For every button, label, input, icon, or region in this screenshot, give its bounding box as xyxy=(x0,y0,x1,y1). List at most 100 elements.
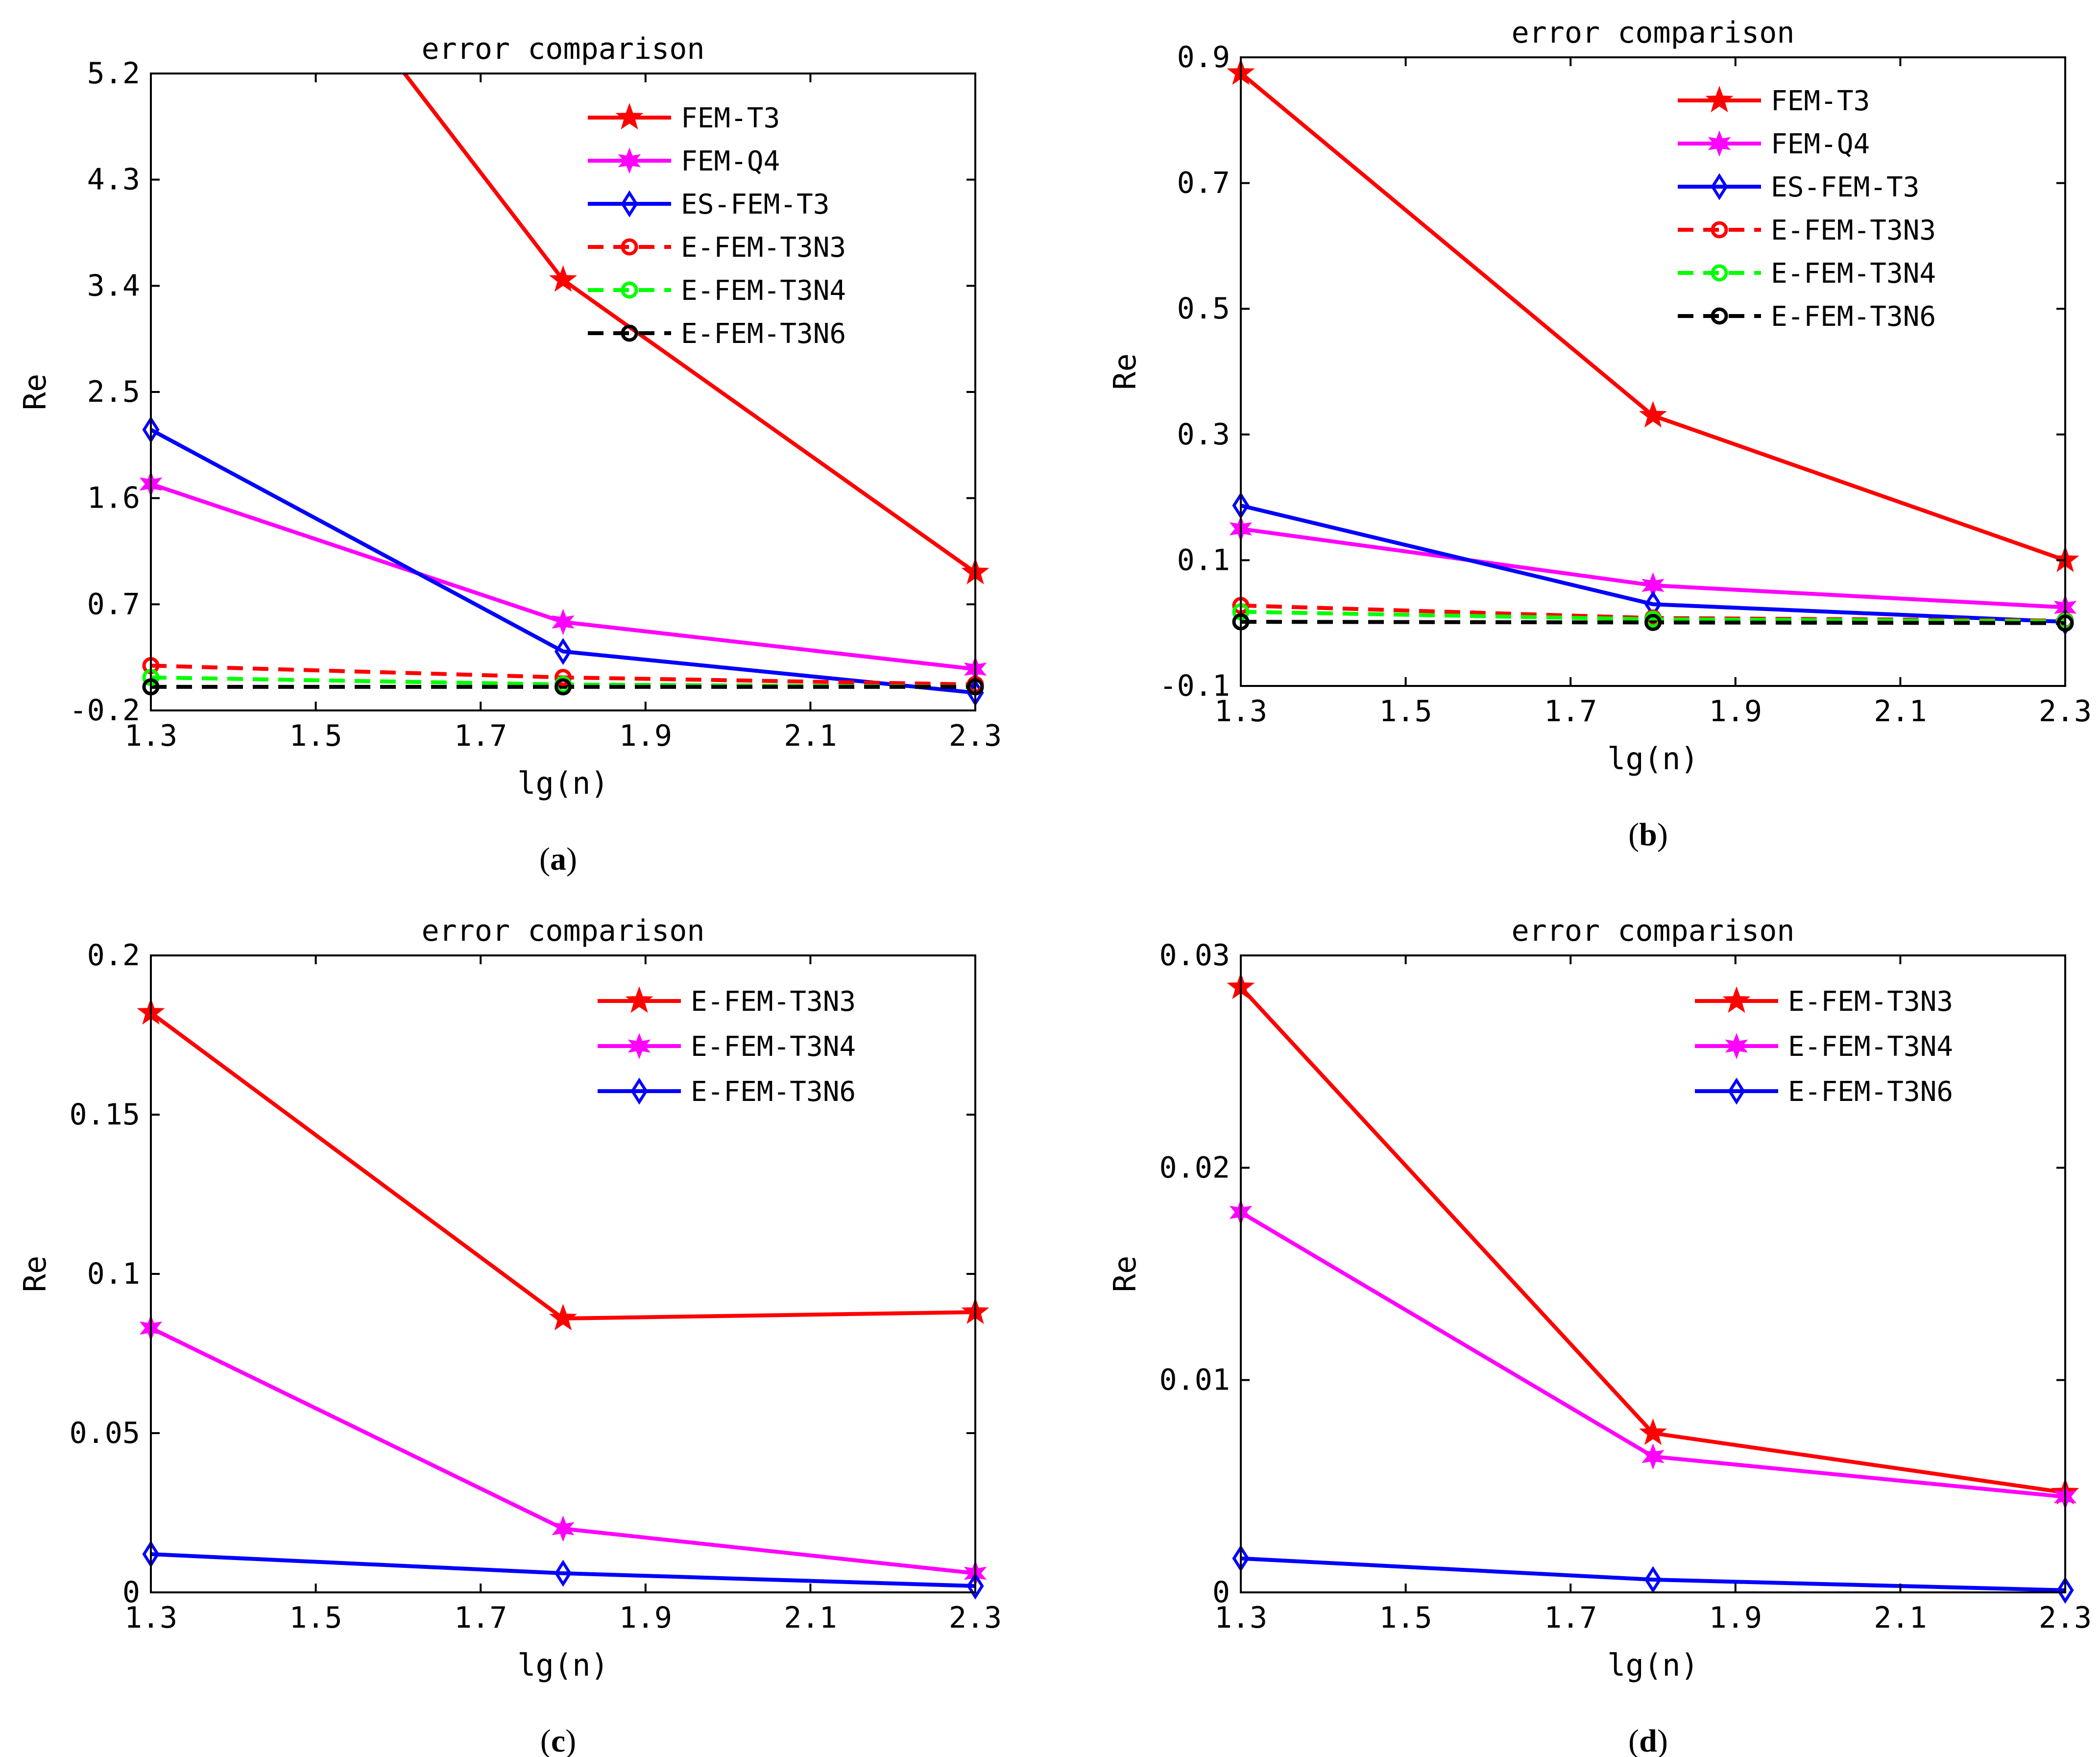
x-tick-label: 1.7 xyxy=(1544,1601,1597,1635)
y-tick-label: -0.1 xyxy=(1159,669,1231,703)
y-tick-label: 0.02 xyxy=(1159,1150,1231,1185)
legend-marker xyxy=(1728,1077,1745,1105)
panel-d-ticks: 1.3 1.5 1.7 1.9 2.1 2.3 0 0.01 0.02 0.03 xyxy=(1159,938,2092,1635)
panel-a-title: error comparison xyxy=(422,32,705,66)
x-tick-label: 2.3 xyxy=(2039,1601,2092,1635)
legend-entry: E-FEM-T3N3 xyxy=(1695,986,1953,1018)
legend-marker xyxy=(621,281,638,299)
data-point-e-fem-t3n6 xyxy=(2056,1577,2074,1604)
x-tick-label: 1.3 xyxy=(124,719,177,753)
y-tick-label: 0.15 xyxy=(70,1098,141,1132)
data-point-e-fem-t3n6 xyxy=(966,1572,984,1600)
data-point-fem-q4 xyxy=(1641,572,1665,599)
x-tick-label: 1.7 xyxy=(454,1601,507,1635)
series-line-e-fem-t3n6 xyxy=(1241,620,2065,625)
y-tick-label: 0.3 xyxy=(1177,417,1230,452)
data-point-e-fem-t3n6 xyxy=(1644,613,1662,631)
panel-b-caption: (b) xyxy=(1628,817,1668,853)
legend-marker xyxy=(1711,307,1728,325)
legend-entry: E-FEM-T3N6 xyxy=(1695,1076,1953,1108)
x-tick-label: 1.5 xyxy=(289,1601,342,1635)
x-tick-label: 2.3 xyxy=(949,719,1002,753)
panel-c-legend: E-FEM-T3N3 E-FEM-T3N4 E-FEM-T3N6 xyxy=(598,986,856,1108)
panel-c-caption-letter: c xyxy=(551,1723,565,1757)
legend-entry: FEM-T3 xyxy=(588,102,780,134)
x-tick-label: 2.3 xyxy=(2039,694,2092,729)
legend-marker xyxy=(1711,264,1728,282)
y-tick-label: 5.2 xyxy=(87,56,140,91)
panel-d-title: error comparison xyxy=(1512,914,1795,948)
panel-c-ticks: 1.3 1.5 1.7 1.9 2.1 2.3 0 0.05 0.1 0.15 0.2 xyxy=(70,938,1002,1635)
y-tick-label: 0.5 xyxy=(1177,292,1230,326)
legend-entry: E-FEM-T3N3 xyxy=(1678,215,1936,246)
y-tick-label: 2.5 xyxy=(87,375,140,409)
x-tick-label: 1.9 xyxy=(1709,694,1762,729)
panel-c-xlabel: lg(n) xyxy=(517,1647,609,1683)
panel-c-title: error comparison xyxy=(422,914,705,948)
panel-c-caption: (c) xyxy=(540,1723,576,1757)
legend-entry: E-FEM-T3N4 xyxy=(1695,1031,1953,1063)
legend-label: FEM-T3 xyxy=(681,102,780,134)
legend-label: ES-FEM-T3 xyxy=(1771,171,1919,203)
panel-d-caption: (d) xyxy=(1628,1723,1668,1757)
legend-label: E-FEM-T3N3 xyxy=(681,232,846,264)
data-point-e-fem-t3n3 xyxy=(1639,1418,1667,1445)
legend-marker xyxy=(1711,221,1728,239)
panel-c-ylabel: Re xyxy=(17,1256,53,1293)
series-line-e-fem-t3n6 xyxy=(151,1552,975,1588)
legend-label: E-FEM-T3N6 xyxy=(1788,1076,1953,1108)
y-tick-label: 0.03 xyxy=(1159,938,1231,973)
panel-a-caption-letter: a xyxy=(550,841,566,877)
panel-a: 1.3 1.5 1.7 1.9 2.1 2.3 -0.2 0.7 1.6 2.5 3.4 4.3 5.2… xyxy=(17,32,1002,877)
panel-d-caption-letter: d xyxy=(1639,1723,1657,1757)
x-tick-label: 1.5 xyxy=(289,719,342,753)
legend-label: E-FEM-T3N4 xyxy=(681,275,846,307)
panel-b-title: error comparison xyxy=(1512,16,1795,50)
legend-label: E-FEM-T3N3 xyxy=(1788,986,1953,1018)
panel-d-legend: E-FEM-T3N3 E-FEM-T3N4 E-FEM-T3N6 xyxy=(1695,986,1953,1108)
y-tick-label: 0.7 xyxy=(1177,166,1230,200)
x-tick-label: 1.3 xyxy=(1214,694,1267,729)
legend-label: E-FEM-T3N4 xyxy=(691,1031,856,1063)
data-point-fem-t3 xyxy=(1639,401,1667,428)
panel-b-ticks: 1.3 1.5 1.7 1.9 2.1 2.3 -0.1 0.1 0.3 0.5 0.7 0.9 xyxy=(1159,40,2092,729)
legend-entry: ES-FEM-T3 xyxy=(588,189,829,220)
legend-entry: ES-FEM-T3 xyxy=(1678,171,1919,203)
panel-b-xlabel: lg(n) xyxy=(1607,741,1699,777)
legend-marker xyxy=(630,1077,648,1105)
legend-label: E-FEM-T3N4 xyxy=(1788,1031,1953,1063)
data-point-e-fem-t3n6 xyxy=(555,678,572,696)
x-tick-label: 1.9 xyxy=(619,1601,672,1635)
y-tick-label: 0.2 xyxy=(87,938,140,973)
panel-d-ylabel: Re xyxy=(1107,1256,1143,1293)
legend-label: FEM-Q4 xyxy=(1771,128,1870,160)
y-tick-label: 0.01 xyxy=(1159,1363,1231,1397)
x-tick-label: 1.3 xyxy=(124,1601,177,1635)
legend-marker xyxy=(621,324,638,342)
y-tick-label: 0 xyxy=(1212,1575,1230,1610)
legend-marker xyxy=(1705,86,1734,113)
x-tick-label: 2.1 xyxy=(784,1601,837,1635)
panel-c: 1.3 1.5 1.7 1.9 2.1 2.3 0 0.05 0.1 0.15 0.2 error … xyxy=(17,914,1002,1757)
legend-marker xyxy=(621,190,638,218)
legend-label: E-FEM-T3N4 xyxy=(1771,258,1936,290)
y-tick-label: 0.9 xyxy=(1177,40,1230,74)
data-point-fem-t3 xyxy=(549,265,578,292)
data-point-e-fem-t3n4 xyxy=(552,1515,575,1542)
x-tick-label: 2.1 xyxy=(1874,694,1927,729)
data-point-e-fem-t3n6 xyxy=(1644,1566,1662,1593)
legend-label: E-FEM-T3N6 xyxy=(1771,301,1936,333)
legend-entry: E-FEM-T3N6 xyxy=(588,318,846,350)
x-tick-label: 2.1 xyxy=(784,719,837,753)
series-line-e-fem-t3n6 xyxy=(1241,1556,2065,1592)
y-tick-label: 0.1 xyxy=(87,1257,140,1291)
panel-a-ylabel: Re xyxy=(17,374,53,411)
legend-label: E-FEM-T3N6 xyxy=(681,318,846,350)
panel-d-xlabel: lg(n) xyxy=(1607,1647,1699,1683)
legend-entry: E-FEM-T3N6 xyxy=(1678,301,1936,333)
panel-b-legend: FEM-T3 FEM-Q4 ES-FEM-T3 E-FEM-T3N3 E-FEM-T3N… xyxy=(1678,85,1936,333)
panel-b: 1.3 1.5 1.7 1.9 2.1 2.3 -0.1 0.1 0.3 0.5 0.7 0.9 er… xyxy=(1107,16,2092,853)
legend-entry: E-FEM-T3N6 xyxy=(598,1076,856,1108)
legend-marker xyxy=(1725,1033,1748,1059)
panel-b-caption-letter: b xyxy=(1639,817,1657,853)
